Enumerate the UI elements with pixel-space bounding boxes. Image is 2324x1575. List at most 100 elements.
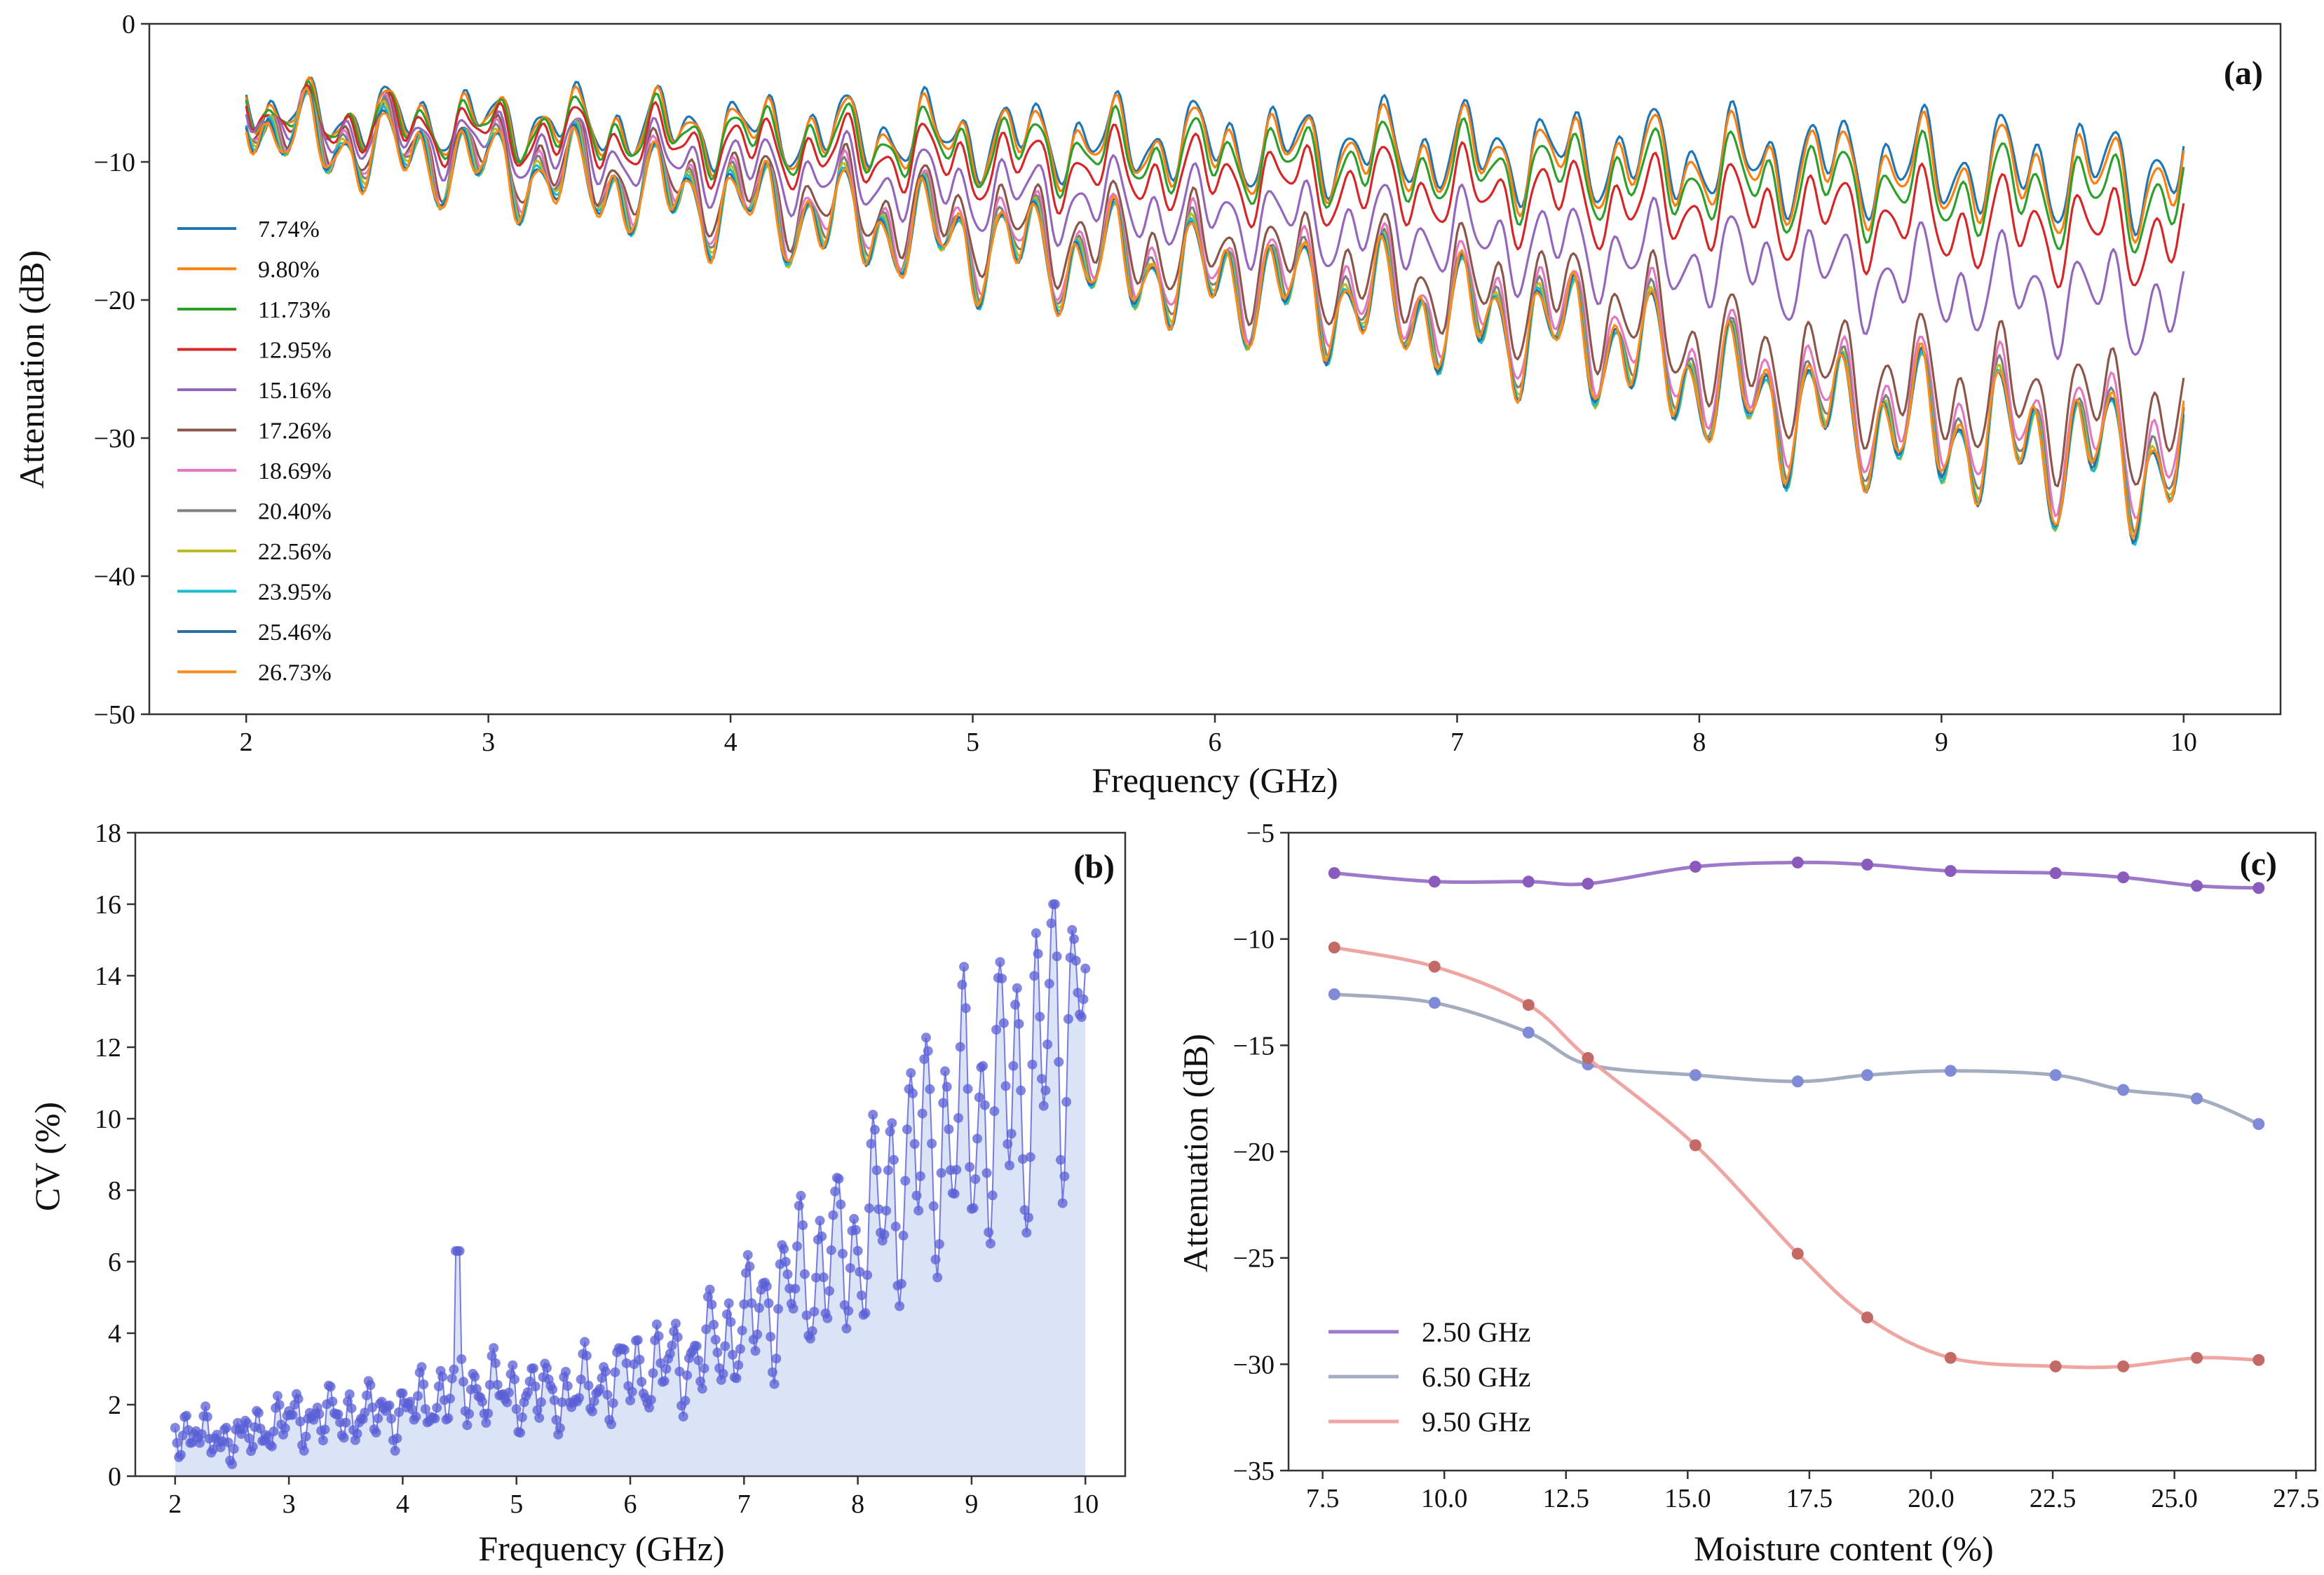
cv-data-point bbox=[293, 1393, 304, 1404]
x-tick-label: 6 bbox=[624, 1489, 637, 1519]
cv-data-point bbox=[826, 1245, 836, 1255]
cv-data-point bbox=[529, 1363, 538, 1373]
series-data-point bbox=[2117, 1084, 2130, 1096]
cv-data-point bbox=[710, 1335, 721, 1345]
series-data-point bbox=[1522, 999, 1535, 1011]
cv-data-point bbox=[691, 1341, 702, 1351]
cv-data-point bbox=[437, 1372, 448, 1382]
cv-data-point bbox=[555, 1423, 565, 1433]
panel-c-legend: 2.50 GHz 6.50 GHz 9.50 GHz bbox=[1329, 1316, 1531, 1438]
cv-data-point bbox=[733, 1360, 744, 1370]
cv-data-point bbox=[799, 1269, 810, 1279]
cv-data-point bbox=[1049, 899, 1060, 909]
cv-data-point bbox=[849, 1213, 859, 1224]
cv-data-point bbox=[608, 1398, 618, 1408]
panel-b-tag: (b) bbox=[1073, 848, 1115, 885]
cv-data-point bbox=[397, 1388, 408, 1398]
cv-data-point bbox=[917, 1108, 927, 1119]
cv-data-point bbox=[815, 1215, 825, 1226]
y-tick-label: −10 bbox=[1233, 925, 1275, 955]
cv-data-point bbox=[930, 1254, 941, 1264]
cv-data-point bbox=[898, 1230, 909, 1241]
cv-data-point bbox=[600, 1366, 611, 1377]
legend-label: 7.74% bbox=[258, 217, 320, 243]
series-line-26-73pct bbox=[245, 86, 2185, 539]
cv-data-point bbox=[824, 1286, 834, 1296]
cv-data-point bbox=[341, 1417, 351, 1428]
cv-data-point bbox=[443, 1413, 454, 1424]
cv-data-point bbox=[978, 1061, 988, 1071]
cv-data-point bbox=[562, 1381, 573, 1391]
cv-data-point bbox=[938, 1098, 949, 1108]
cv-data-point bbox=[794, 1201, 804, 1211]
x-tick-label: 5 bbox=[966, 728, 979, 757]
cv-data-point bbox=[841, 1323, 852, 1334]
cv-data-point bbox=[413, 1391, 423, 1401]
legend-label: 12.95% bbox=[258, 338, 332, 364]
series-data-point bbox=[1428, 997, 1441, 1009]
cv-data-point bbox=[1071, 955, 1081, 966]
legend-label: 25.46% bbox=[258, 620, 332, 646]
cv-data-point bbox=[959, 962, 970, 972]
cv-data-point bbox=[919, 1054, 930, 1064]
x-tick-label: 5 bbox=[510, 1489, 523, 1519]
cv-data-point bbox=[182, 1410, 191, 1421]
cv-data-point bbox=[836, 1199, 846, 1210]
panel-a-ticks: 2 3 4 5 6 7 8 9 10 0 −10 −20 −30 −40 −50 bbox=[94, 10, 2197, 757]
cv-data-point bbox=[1027, 1059, 1038, 1070]
cv-data-point bbox=[625, 1396, 635, 1406]
cv-data-point bbox=[1080, 963, 1091, 974]
cv-data-point bbox=[1021, 1227, 1032, 1238]
cv-data-point bbox=[1005, 1160, 1014, 1171]
cv-data-point bbox=[1017, 1154, 1028, 1164]
cv-data-point bbox=[384, 1400, 395, 1410]
cv-data-point bbox=[995, 957, 1005, 967]
cv-data-point bbox=[731, 1373, 742, 1384]
cv-data-point bbox=[913, 1206, 924, 1216]
cv-data-point bbox=[344, 1389, 355, 1400]
legend-label: 20.40% bbox=[258, 499, 332, 525]
cv-data-point bbox=[879, 1229, 890, 1240]
cv-data-point bbox=[1040, 1085, 1051, 1096]
cv-data-point bbox=[723, 1298, 734, 1309]
cv-data-point bbox=[492, 1379, 503, 1390]
cv-data-point bbox=[1016, 1085, 1026, 1096]
cv-data-point bbox=[665, 1349, 675, 1359]
cv-data-point bbox=[722, 1309, 732, 1320]
y-tick-label: 16 bbox=[95, 890, 121, 920]
cv-data-point bbox=[1067, 925, 1078, 935]
legend-label: 9.80% bbox=[258, 257, 320, 283]
cv-data-point bbox=[477, 1396, 487, 1407]
cv-data-point bbox=[747, 1298, 757, 1309]
cv-data-point bbox=[484, 1379, 495, 1390]
cv-data-point bbox=[806, 1333, 815, 1344]
cv-data-point bbox=[915, 1171, 925, 1181]
cv-data-point bbox=[860, 1308, 871, 1318]
cv-data-point bbox=[637, 1377, 647, 1387]
cv-data-point bbox=[170, 1423, 180, 1433]
panel-a-attenuation-vs-frequency: 2 3 4 5 6 7 8 9 10 0 −10 −20 −30 −40 −50 (a) Frequency… bbox=[12, 10, 2282, 800]
cv-data-point bbox=[511, 1404, 522, 1414]
cv-data-point bbox=[680, 1396, 691, 1406]
cv-data-point bbox=[1076, 1012, 1087, 1022]
cv-data-point bbox=[985, 1239, 995, 1249]
x-tick-label: 17.5 bbox=[1786, 1484, 1833, 1513]
cv-data-point bbox=[997, 974, 1007, 984]
cv-data-point bbox=[175, 1450, 186, 1460]
cv-data-point bbox=[172, 1438, 182, 1448]
cv-data-point bbox=[818, 1272, 829, 1283]
cv-data-point bbox=[843, 1306, 854, 1316]
cv-data-point bbox=[621, 1358, 632, 1368]
series-data-point bbox=[1791, 1248, 1804, 1260]
cv-data-point bbox=[201, 1401, 211, 1412]
cv-data-point bbox=[646, 1395, 656, 1405]
cv-data-point bbox=[970, 1174, 981, 1185]
cv-data-point bbox=[454, 1246, 465, 1256]
y-tick-label: −50 bbox=[94, 700, 135, 730]
cv-data-point bbox=[1056, 1154, 1066, 1165]
cv-data-point bbox=[606, 1419, 616, 1429]
cv-data-point bbox=[728, 1349, 738, 1360]
cv-data-point bbox=[360, 1407, 370, 1418]
cv-data-point bbox=[386, 1414, 397, 1424]
cv-data-point bbox=[419, 1379, 429, 1389]
